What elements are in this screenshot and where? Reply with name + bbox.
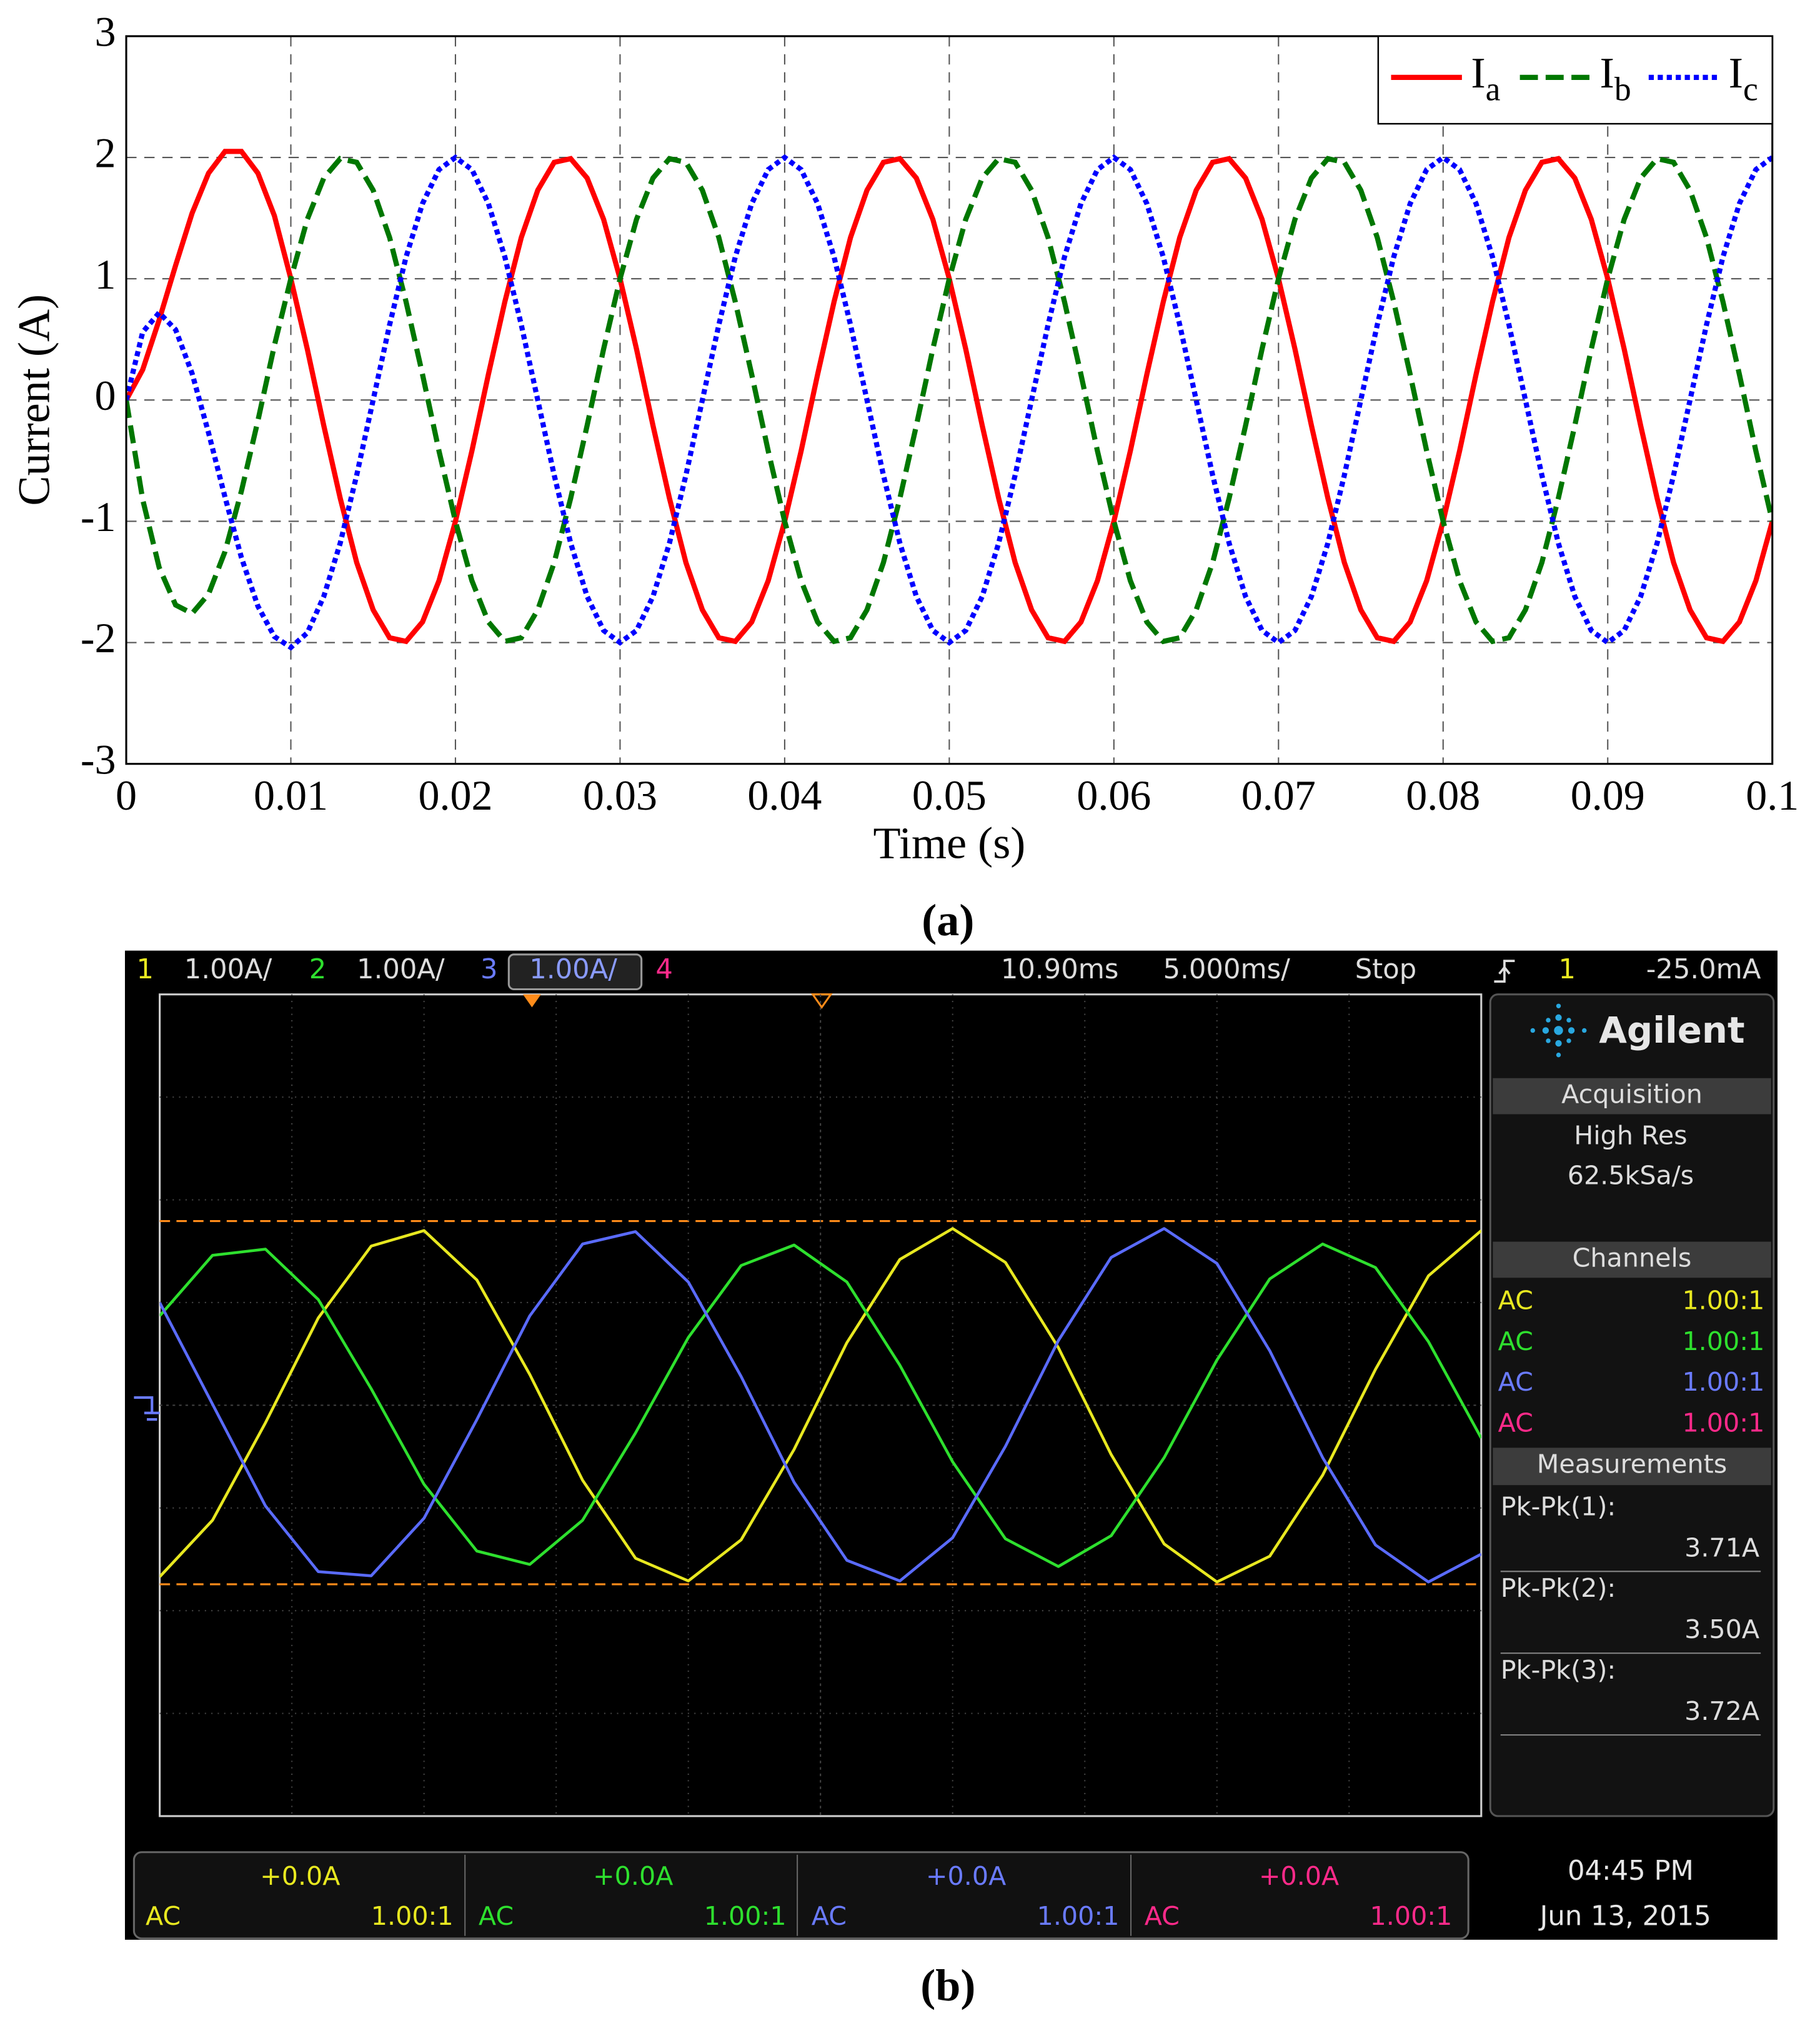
measurement-label: Pk-Pk(2): <box>1501 1573 1616 1603</box>
channel-coupling: AC <box>1498 1367 1533 1397</box>
measurement-value: 3.72A <box>1684 1696 1759 1726</box>
trigger-marker <box>522 994 541 1008</box>
measurement-value: 3.50A <box>1684 1614 1759 1644</box>
x-tick-label: 0.03 <box>583 772 657 819</box>
footer-offset: +0.0A <box>593 1861 673 1891</box>
caption: (b) <box>920 1960 975 2010</box>
trigger-edge-icon <box>1494 960 1515 983</box>
scope-header-text: 5.000ms/ <box>1163 954 1291 985</box>
x-tick-label: 0.05 <box>912 772 987 819</box>
scope-header-text: 3 <box>480 954 498 985</box>
scope-trace <box>159 1242 1481 1568</box>
panel-title: Channels <box>1573 1243 1692 1273</box>
y-tick-label: -1 <box>81 493 116 540</box>
x-tick-label: 0.07 <box>1241 772 1316 819</box>
channel-probe: 1.00:1 <box>1682 1367 1764 1397</box>
panel-header-bar <box>1493 1447 1771 1486</box>
selected-channel-box <box>507 953 643 991</box>
scope-traces <box>159 1227 1481 1584</box>
scope-header-text: 10.90ms <box>1001 954 1119 985</box>
channel-coupling: AC <box>1498 1326 1533 1356</box>
y-tick-label: 3 <box>95 8 116 56</box>
measurement-value: 3.71A <box>1684 1532 1759 1562</box>
y-tick-label: 1 <box>95 251 116 298</box>
footer-probe: 1.00:1 <box>1370 1901 1453 1931</box>
footer-coupling: AC <box>146 1901 181 1931</box>
y-tick-label: -3 <box>81 735 116 783</box>
brand: Agilent <box>1599 1009 1744 1051</box>
channel-probe: 1.00:1 <box>1682 1285 1764 1315</box>
footer-probe: 1.00:1 <box>1037 1901 1120 1931</box>
footer-offset: +0.0A <box>926 1861 1006 1891</box>
footer-coupling: AC <box>1145 1901 1180 1931</box>
x-axis-label: Time (s) <box>873 818 1025 868</box>
footer-offset: +0.0A <box>260 1861 340 1891</box>
scope-header-text: Stop <box>1355 954 1416 985</box>
scope-header-text: 1.00A/ <box>184 954 272 985</box>
x-tick-label: 0 <box>116 772 137 819</box>
footer-coupling: AC <box>479 1901 514 1931</box>
channel-probe: 1.00:1 <box>1682 1408 1764 1438</box>
footer-probe: 1.00:1 <box>704 1901 787 1931</box>
time-reference-marker <box>810 993 833 1010</box>
side-panel <box>1489 993 1775 1817</box>
x-tick-label: 0.02 <box>418 772 492 819</box>
acquisition-rate: 62.5kSa/s <box>1568 1160 1694 1190</box>
scope-header-text: 1.00A/ <box>529 954 617 985</box>
legend-label: Ic <box>1729 49 1758 108</box>
scope-header-text: 1.00A/ <box>357 954 445 985</box>
panel-header-bar <box>1493 1241 1771 1278</box>
panel-title: Acquisition <box>1561 1080 1703 1110</box>
acquisition-mode: High Res <box>1574 1121 1687 1151</box>
panel-header-bar <box>1493 1078 1771 1115</box>
y-tick-label: -2 <box>81 614 116 662</box>
channel-probe: 1.00:1 <box>1682 1326 1764 1356</box>
y-axis-label: Current (A) <box>9 294 59 506</box>
scope-header-text: 4 <box>655 954 673 985</box>
scope-trace <box>159 1227 1481 1584</box>
footer-coupling: AC <box>812 1901 847 1931</box>
legend-label: Ia <box>1471 49 1500 108</box>
footer-panel <box>132 1851 1469 1940</box>
caption: (a) <box>922 895 974 945</box>
clock-time: 04:45 PM <box>1568 1855 1694 1887</box>
ground-marker <box>134 1396 160 1421</box>
x-tick-label: 0.01 <box>254 772 328 819</box>
footer-probe: 1.00:1 <box>371 1901 454 1931</box>
scope-header-text: 2 <box>309 954 327 985</box>
x-tick-label: 0.08 <box>1406 772 1480 819</box>
x-tick-label: 0.06 <box>1077 772 1151 819</box>
y-tick-label: 2 <box>95 129 116 177</box>
scope-header-text: 1 <box>137 954 154 985</box>
channel-coupling: AC <box>1498 1285 1533 1315</box>
plot-area <box>126 149 1773 651</box>
scope-trace <box>159 1227 1481 1584</box>
footer-offset: +0.0A <box>1259 1861 1339 1891</box>
plot-frame <box>125 35 1774 765</box>
line-series <box>126 154 1773 651</box>
legend-label: Ib <box>1599 49 1631 108</box>
clock-date: Jun 13, 2015 <box>1538 1900 1711 1932</box>
brand-logo <box>1530 1003 1587 1058</box>
measurement-label: Pk-Pk(1): <box>1501 1491 1616 1521</box>
panel-title: Measurements <box>1537 1449 1727 1479</box>
x-tick-label: 0.04 <box>747 772 822 819</box>
y-tick-label: 0 <box>95 372 116 419</box>
x-tick-label: 0.1 <box>1746 772 1799 819</box>
channel-coupling: AC <box>1498 1408 1533 1438</box>
scope-header-text: 1 <box>1559 954 1576 985</box>
x-tick-label: 0.09 <box>1571 772 1645 819</box>
measurement-label: Pk-Pk(3): <box>1501 1655 1616 1685</box>
scope-header-text: -25.0mA <box>1646 954 1761 985</box>
